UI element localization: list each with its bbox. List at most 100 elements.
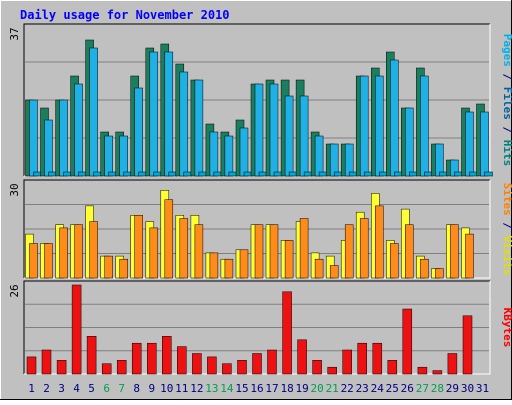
hits-files-pages-panel: 37 Pages / Files / Hits xyxy=(8,23,512,177)
day-label: 24 xyxy=(371,382,385,395)
day-label: 22 xyxy=(341,382,354,395)
plot-frame-dark xyxy=(23,280,490,374)
bar-sites-day-11 xyxy=(179,218,189,279)
bar-sites-day-10 xyxy=(164,199,174,279)
bar-kbytes-day-2 xyxy=(41,349,52,375)
bar-kbytes-day-3 xyxy=(56,360,67,375)
bar-files-day-31 xyxy=(480,111,489,177)
bar-pages-day-14 xyxy=(228,171,238,177)
day-label: 15 xyxy=(235,382,248,395)
bar-kbytes-day-29 xyxy=(447,353,458,375)
day-label: 3 xyxy=(58,382,65,395)
bar-sites-day-14 xyxy=(224,258,234,279)
day-label: 7 xyxy=(118,382,125,395)
bar-pages-day-26 xyxy=(409,171,418,177)
bar-kbytes-day-6 xyxy=(101,363,112,375)
legend-part: Sites xyxy=(501,183,512,216)
day-label: 20 xyxy=(310,382,323,395)
bar-sites-day-13 xyxy=(209,252,219,279)
day-label: 2 xyxy=(43,382,50,395)
bar-kbytes-day-8 xyxy=(131,342,142,375)
bar-pages-day-29 xyxy=(454,171,463,177)
bar-sites-day-4 xyxy=(74,224,83,279)
legend-part: Hits xyxy=(501,140,512,167)
bar-files-day-24 xyxy=(375,75,384,177)
bar-files-day-13 xyxy=(209,131,219,177)
bar-sites-day-23 xyxy=(359,218,369,279)
bar-sites-day-1 xyxy=(29,243,38,279)
bar-files-day-1 xyxy=(29,99,38,177)
bar-pages-day-31 xyxy=(484,171,493,177)
bar-kbytes-day-23 xyxy=(357,342,367,375)
bar-sites-day-29 xyxy=(450,224,459,279)
day-label: 23 xyxy=(356,382,369,395)
bar-files-day-25 xyxy=(390,59,399,177)
axis-max-label: 37 xyxy=(8,27,21,40)
bar-sites-day-19 xyxy=(299,218,309,279)
bar-kbytes-day-7 xyxy=(116,360,127,375)
bar-files-day-4 xyxy=(74,83,83,177)
bar-kbytes-day-20 xyxy=(312,360,322,375)
bar-files-day-20 xyxy=(314,135,324,177)
bar-pages-day-11 xyxy=(183,171,193,177)
bar-sites-day-28 xyxy=(435,268,444,279)
bar-kbytes-day-28 xyxy=(432,370,443,375)
axis-max-label: 30 xyxy=(8,183,21,196)
plot-frame-dark xyxy=(23,179,490,278)
bar-kbytes-day-19 xyxy=(297,339,307,375)
bar-files-day-28 xyxy=(435,143,444,177)
day-label: 8 xyxy=(133,382,140,395)
day-label: 5 xyxy=(88,382,95,395)
day-axis: 1 2 3 4 5 6 7 8 9 10 11 12 13 14 15 16 17 18 19 20 21 22 23 24 2… xyxy=(28,382,489,395)
bar-sites-day-2 xyxy=(44,243,53,279)
day-label: 25 xyxy=(386,382,399,395)
bar-pages-day-2 xyxy=(48,171,57,177)
legend-part: / xyxy=(501,120,512,140)
bar-files-day-16 xyxy=(254,83,264,177)
bar-files-day-22 xyxy=(344,143,354,177)
day-label: 16 xyxy=(250,382,263,395)
legend-label: KBytes xyxy=(501,308,512,348)
bar-sites-day-20 xyxy=(314,258,324,279)
bar-kbytes-day-27 xyxy=(417,366,428,375)
bar-files-day-17 xyxy=(269,83,279,177)
bar-pages-day-5 xyxy=(93,171,102,177)
axis-max-label: 26 xyxy=(8,284,21,297)
day-label: 18 xyxy=(280,382,293,395)
day-label: 31 xyxy=(476,382,489,395)
legend-label: Pages / Files / Hits xyxy=(501,34,512,167)
legend-label: Sites / Visits xyxy=(501,183,512,276)
bar-kbytes-day-17 xyxy=(267,349,277,375)
bar-kbytes-day-18 xyxy=(282,291,292,375)
legend-part: / xyxy=(501,216,512,236)
bar-kbytes-day-4 xyxy=(71,284,82,375)
bar-kbytes-day-21 xyxy=(327,366,337,375)
bar-kbytes-day-11 xyxy=(177,346,187,375)
legend-part: KBytes xyxy=(501,308,512,348)
bar-sites-day-24 xyxy=(375,205,384,279)
bar-pages-day-8 xyxy=(138,171,147,177)
bar-files-day-10 xyxy=(164,51,174,177)
bar-files-day-9 xyxy=(149,51,159,177)
bar-files-day-19 xyxy=(299,95,309,177)
day-label: 9 xyxy=(148,382,155,395)
bar-files-day-18 xyxy=(284,95,294,177)
bar-sites-day-18 xyxy=(284,240,294,279)
day-label: 26 xyxy=(401,382,414,395)
legend-part: Files xyxy=(501,87,512,120)
bar-sites-day-8 xyxy=(134,215,143,279)
bar-kbytes-day-24 xyxy=(372,342,383,375)
bar-sites-day-15 xyxy=(239,249,249,279)
day-label: 13 xyxy=(205,382,218,395)
bar-kbytes-day-15 xyxy=(237,360,247,375)
bar-files-day-12 xyxy=(194,79,204,177)
bar-sites-day-26 xyxy=(405,224,414,279)
bar-sites-day-5 xyxy=(89,221,98,279)
bar-files-day-8 xyxy=(134,87,143,177)
bar-sites-day-16 xyxy=(254,224,264,279)
bar-kbytes-day-25 xyxy=(387,360,398,375)
day-label: 14 xyxy=(220,382,234,395)
bar-kbytes-day-9 xyxy=(147,342,157,375)
day-label: 11 xyxy=(175,382,188,395)
